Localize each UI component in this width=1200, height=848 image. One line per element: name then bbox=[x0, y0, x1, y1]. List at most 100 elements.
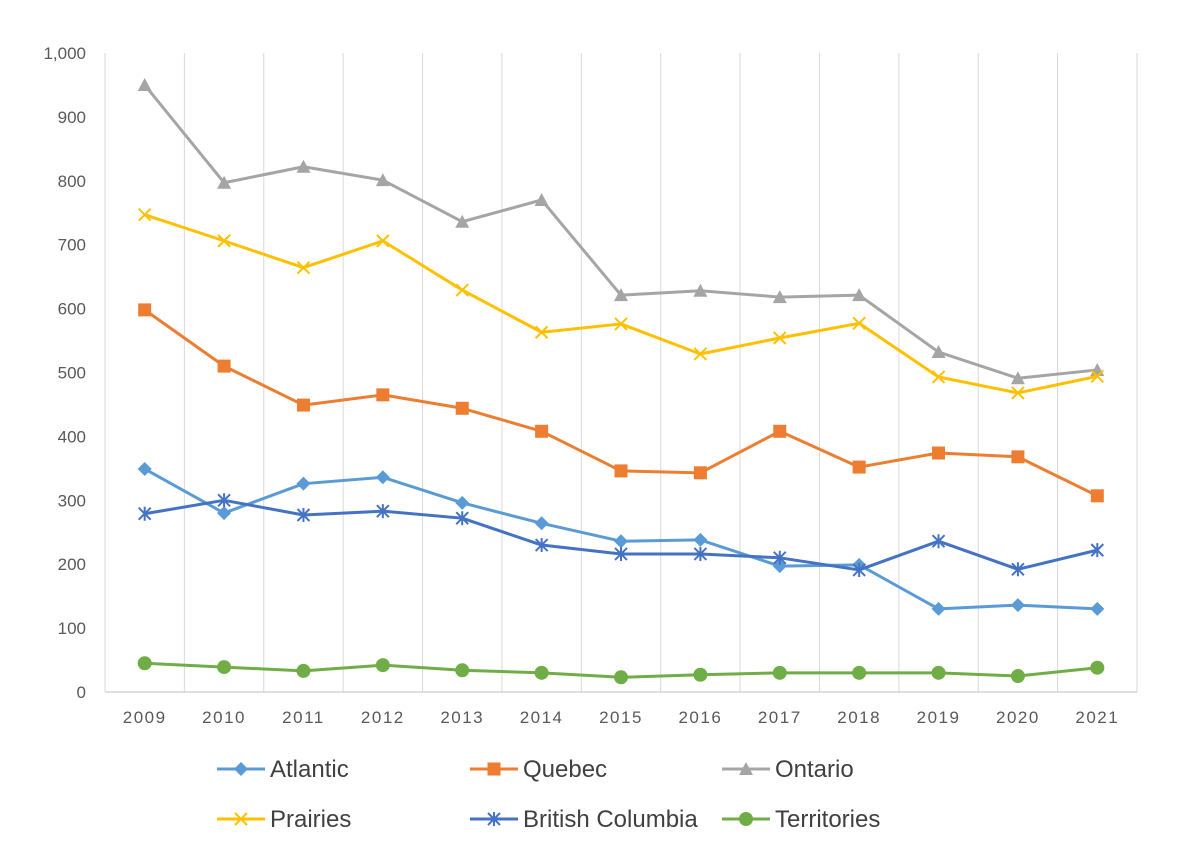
data-point-triangle bbox=[931, 345, 946, 359]
series-group bbox=[137, 77, 1105, 685]
data-point-x bbox=[137, 207, 152, 222]
data-point-circle bbox=[534, 665, 549, 680]
data-point-x bbox=[773, 331, 787, 345]
y-axis-ticks: 0 100 200 300 400 500 600 700 800 900 1,000 bbox=[43, 44, 86, 702]
data-point-square bbox=[693, 466, 707, 480]
data-point-x bbox=[234, 812, 248, 826]
data-point-star bbox=[852, 562, 866, 577]
data-point-circle bbox=[1090, 660, 1105, 675]
data-point-triangle bbox=[852, 288, 867, 302]
data-point-circle bbox=[375, 658, 390, 673]
data-point-square bbox=[217, 359, 231, 373]
legend-item: Quebec bbox=[470, 756, 607, 783]
legend-item: Ontario bbox=[722, 756, 854, 783]
data-point-x bbox=[614, 317, 628, 331]
data-point-star bbox=[534, 538, 549, 553]
data-point-triangle bbox=[739, 762, 753, 775]
y-tick-label: 800 bbox=[58, 172, 86, 191]
y-tick-label: 500 bbox=[58, 364, 86, 383]
data-point-diamond bbox=[1090, 601, 1105, 616]
data-point-square bbox=[932, 446, 946, 460]
y-tick-label: 400 bbox=[58, 427, 86, 446]
series-line bbox=[143, 84, 1098, 380]
legend-label: Prairies bbox=[270, 806, 351, 833]
data-point-square bbox=[773, 424, 787, 438]
y-tick-label: 1,000 bbox=[43, 44, 86, 63]
data-point-triangle bbox=[217, 175, 232, 189]
data-point-circle bbox=[217, 660, 232, 675]
x-tick-label: 2015 bbox=[599, 708, 643, 727]
x-tick-label: 2013 bbox=[440, 708, 484, 727]
data-point-circle bbox=[931, 665, 946, 680]
data-point-square bbox=[376, 388, 390, 402]
data-point-star bbox=[217, 493, 231, 508]
data-point-star bbox=[376, 504, 390, 519]
series-prairies bbox=[137, 207, 1105, 400]
y-tick-label: 600 bbox=[58, 300, 86, 319]
data-point-square bbox=[614, 464, 628, 478]
data-point-square bbox=[296, 398, 310, 412]
legend-label: Ontario bbox=[775, 756, 854, 783]
data-point-circle bbox=[693, 667, 708, 682]
legend-item: Atlantic bbox=[217, 756, 349, 783]
data-point-star bbox=[614, 546, 628, 561]
data-point-diamond bbox=[217, 506, 232, 521]
data-point-x bbox=[693, 347, 708, 361]
x-axis-ticks: 2009 2010 2011 2012 2013 2014 2015 2016 2017 2018… bbox=[123, 708, 1118, 727]
series-ontario bbox=[137, 77, 1105, 385]
data-point-star bbox=[137, 506, 152, 521]
data-point-diamond bbox=[137, 461, 152, 476]
data-point-x bbox=[217, 234, 231, 248]
data-point-diamond bbox=[693, 532, 708, 547]
data-point-circle bbox=[1010, 669, 1025, 684]
x-tick-label: 2012 bbox=[361, 708, 405, 727]
data-point-diamond bbox=[455, 495, 470, 510]
y-tick-label: 100 bbox=[58, 619, 86, 638]
data-point-circle bbox=[852, 665, 867, 680]
data-point-square bbox=[487, 762, 501, 776]
data-point-circle bbox=[772, 665, 787, 680]
data-point-star bbox=[1090, 543, 1105, 558]
series-quebec bbox=[138, 303, 1104, 503]
data-point-square bbox=[455, 401, 469, 415]
data-point-x bbox=[376, 234, 390, 248]
data-point-triangle bbox=[296, 159, 311, 173]
data-point-circle bbox=[137, 656, 152, 671]
data-point-x bbox=[931, 370, 946, 384]
x-tick-label: 2009 bbox=[123, 708, 167, 727]
data-point-diamond bbox=[296, 476, 311, 491]
data-point-star bbox=[931, 534, 946, 549]
legend-label: British Columbia bbox=[523, 806, 698, 833]
data-point-star bbox=[773, 550, 787, 565]
data-point-triangle bbox=[693, 283, 708, 297]
legend-label: Territories bbox=[775, 806, 880, 833]
data-point-triangle bbox=[1010, 371, 1025, 385]
data-point-square bbox=[1090, 489, 1104, 503]
data-point-diamond bbox=[931, 601, 946, 616]
series-line bbox=[144, 213, 1098, 395]
data-point-triangle bbox=[455, 214, 470, 228]
y-tick-label: 300 bbox=[58, 491, 86, 510]
data-point-star bbox=[455, 511, 469, 526]
x-tick-label: 2014 bbox=[520, 708, 564, 727]
x-tick-label: 2010 bbox=[202, 708, 246, 727]
data-point-diamond bbox=[534, 516, 549, 531]
data-point-diamond bbox=[614, 534, 628, 549]
data-point-star bbox=[1011, 562, 1025, 577]
legend: Atlantic Quebec Ontario Prairies British Col… bbox=[217, 756, 880, 833]
legend-item: Prairies bbox=[217, 806, 351, 833]
data-point-diamond bbox=[234, 762, 248, 776]
data-point-circle bbox=[296, 663, 311, 678]
y-tick-label: 700 bbox=[58, 236, 86, 255]
data-point-triangle bbox=[614, 288, 628, 302]
series-territories bbox=[137, 656, 1105, 685]
data-point-square bbox=[1011, 450, 1025, 464]
series-atlantic bbox=[137, 461, 1105, 616]
data-point-x bbox=[534, 325, 549, 339]
data-point-star bbox=[693, 546, 708, 561]
series-british-columbia bbox=[137, 493, 1105, 577]
data-point-star bbox=[296, 507, 311, 522]
gridlines bbox=[104, 53, 1138, 693]
data-point-square bbox=[138, 303, 152, 317]
data-point-circle bbox=[455, 663, 470, 678]
